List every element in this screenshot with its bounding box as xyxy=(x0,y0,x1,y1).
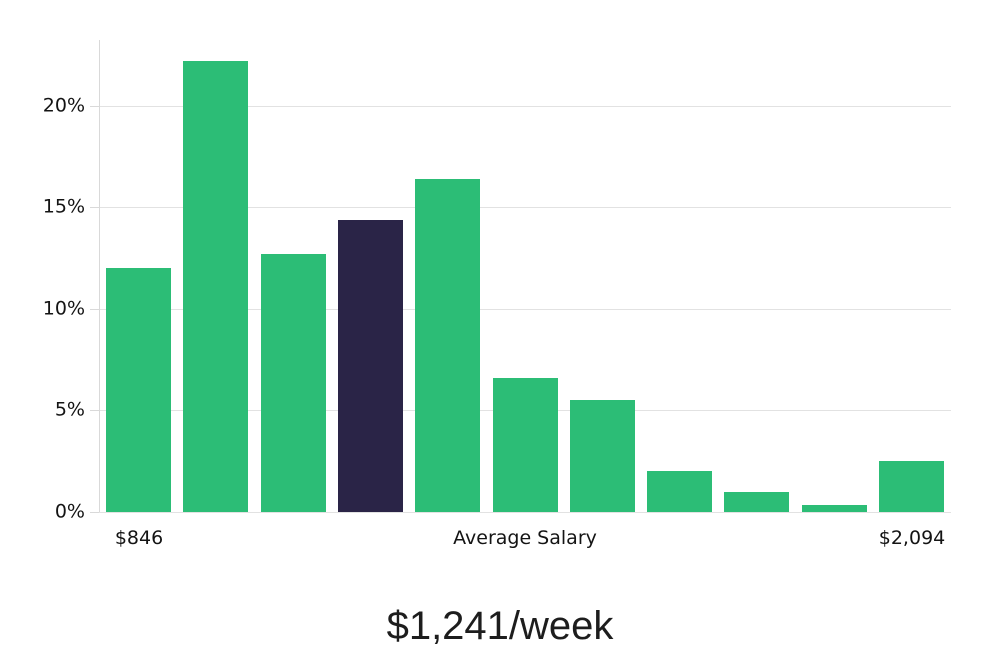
gridline-15pct xyxy=(99,207,951,208)
histogram-bar[interactable] xyxy=(570,400,635,512)
x-axis-label: Average Salary xyxy=(453,527,597,549)
y-axis-tick-mark xyxy=(90,410,99,411)
y-axis-line xyxy=(99,40,100,512)
histogram-bar[interactable] xyxy=(415,179,480,512)
x-axis-label: $846 xyxy=(114,527,164,549)
y-axis-tick-mark xyxy=(90,309,99,310)
histogram-bar[interactable] xyxy=(106,268,171,512)
y-axis-tick-label: 5% xyxy=(54,398,85,421)
histogram-bar[interactable] xyxy=(261,254,326,512)
gridline-20pct xyxy=(99,106,951,107)
y-axis-tick-label: 10% xyxy=(42,297,85,320)
histogram-bar[interactable] xyxy=(879,461,944,512)
y-axis-tick-mark xyxy=(90,207,99,208)
y-axis-tick-label: 15% xyxy=(42,195,85,218)
histogram-bar[interactable] xyxy=(724,492,789,512)
y-axis-tick-label: 0% xyxy=(54,500,85,523)
y-axis-tick-mark xyxy=(90,106,99,107)
y-axis-tick-mark xyxy=(90,512,99,513)
gridline-0pct xyxy=(99,512,951,513)
average-weekly-salary-title: $1,241/week xyxy=(386,604,614,648)
plot-area: 0% 5% 10% 15% 20% $846 Average Salary $2,094 xyxy=(43,40,951,548)
histogram-bar[interactable] xyxy=(493,378,558,512)
histogram-bar[interactable] xyxy=(802,505,867,512)
histogram-bar[interactable] xyxy=(647,471,712,512)
histogram-bar[interactable] xyxy=(183,61,248,512)
y-axis-tick-label: 20% xyxy=(42,94,85,117)
histogram-bar-highlighted[interactable] xyxy=(338,220,403,512)
gridline-10pct xyxy=(99,309,951,310)
x-axis-label: $2,094 xyxy=(878,527,946,549)
